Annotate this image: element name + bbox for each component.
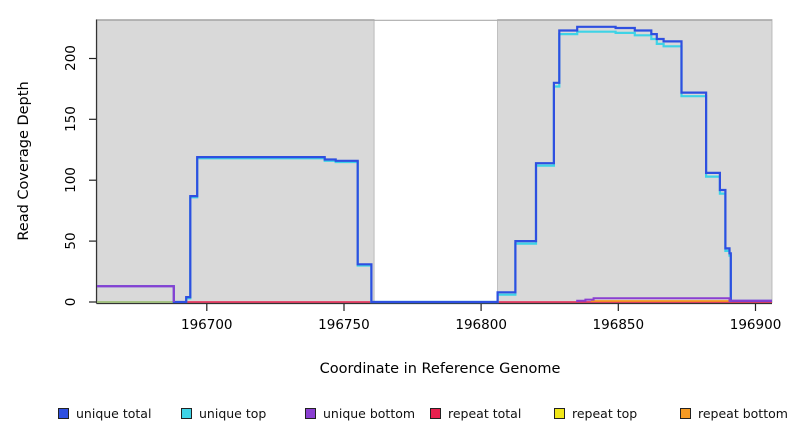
series-line-unique-bottom — [97, 285, 175, 302]
x-tick-label: 196900 — [729, 317, 782, 333]
y-tick-label: 150 — [63, 106, 79, 133]
series-line-unique-bottom — [576, 297, 772, 302]
coverage-region-band — [497, 19, 773, 303]
y-tick-label: 0 — [63, 297, 79, 307]
y-tick-label: 200 — [63, 45, 79, 72]
x-tick-label: 196850 — [592, 317, 645, 333]
x-tick-label: 196800 — [455, 317, 507, 333]
y-axis-label: Read Coverage Depth — [16, 81, 32, 241]
y-tick-label: 100 — [63, 167, 79, 194]
x-tick-label: 196750 — [318, 317, 370, 333]
series-line-unique-top — [185, 30, 732, 304]
x-tick-label: 196700 — [180, 317, 233, 333]
y-tick-label: 50 — [63, 232, 79, 250]
series-line-unique-total — [97, 25, 772, 304]
x-axis-label: Coordinate in Reference Genome — [319, 361, 561, 377]
